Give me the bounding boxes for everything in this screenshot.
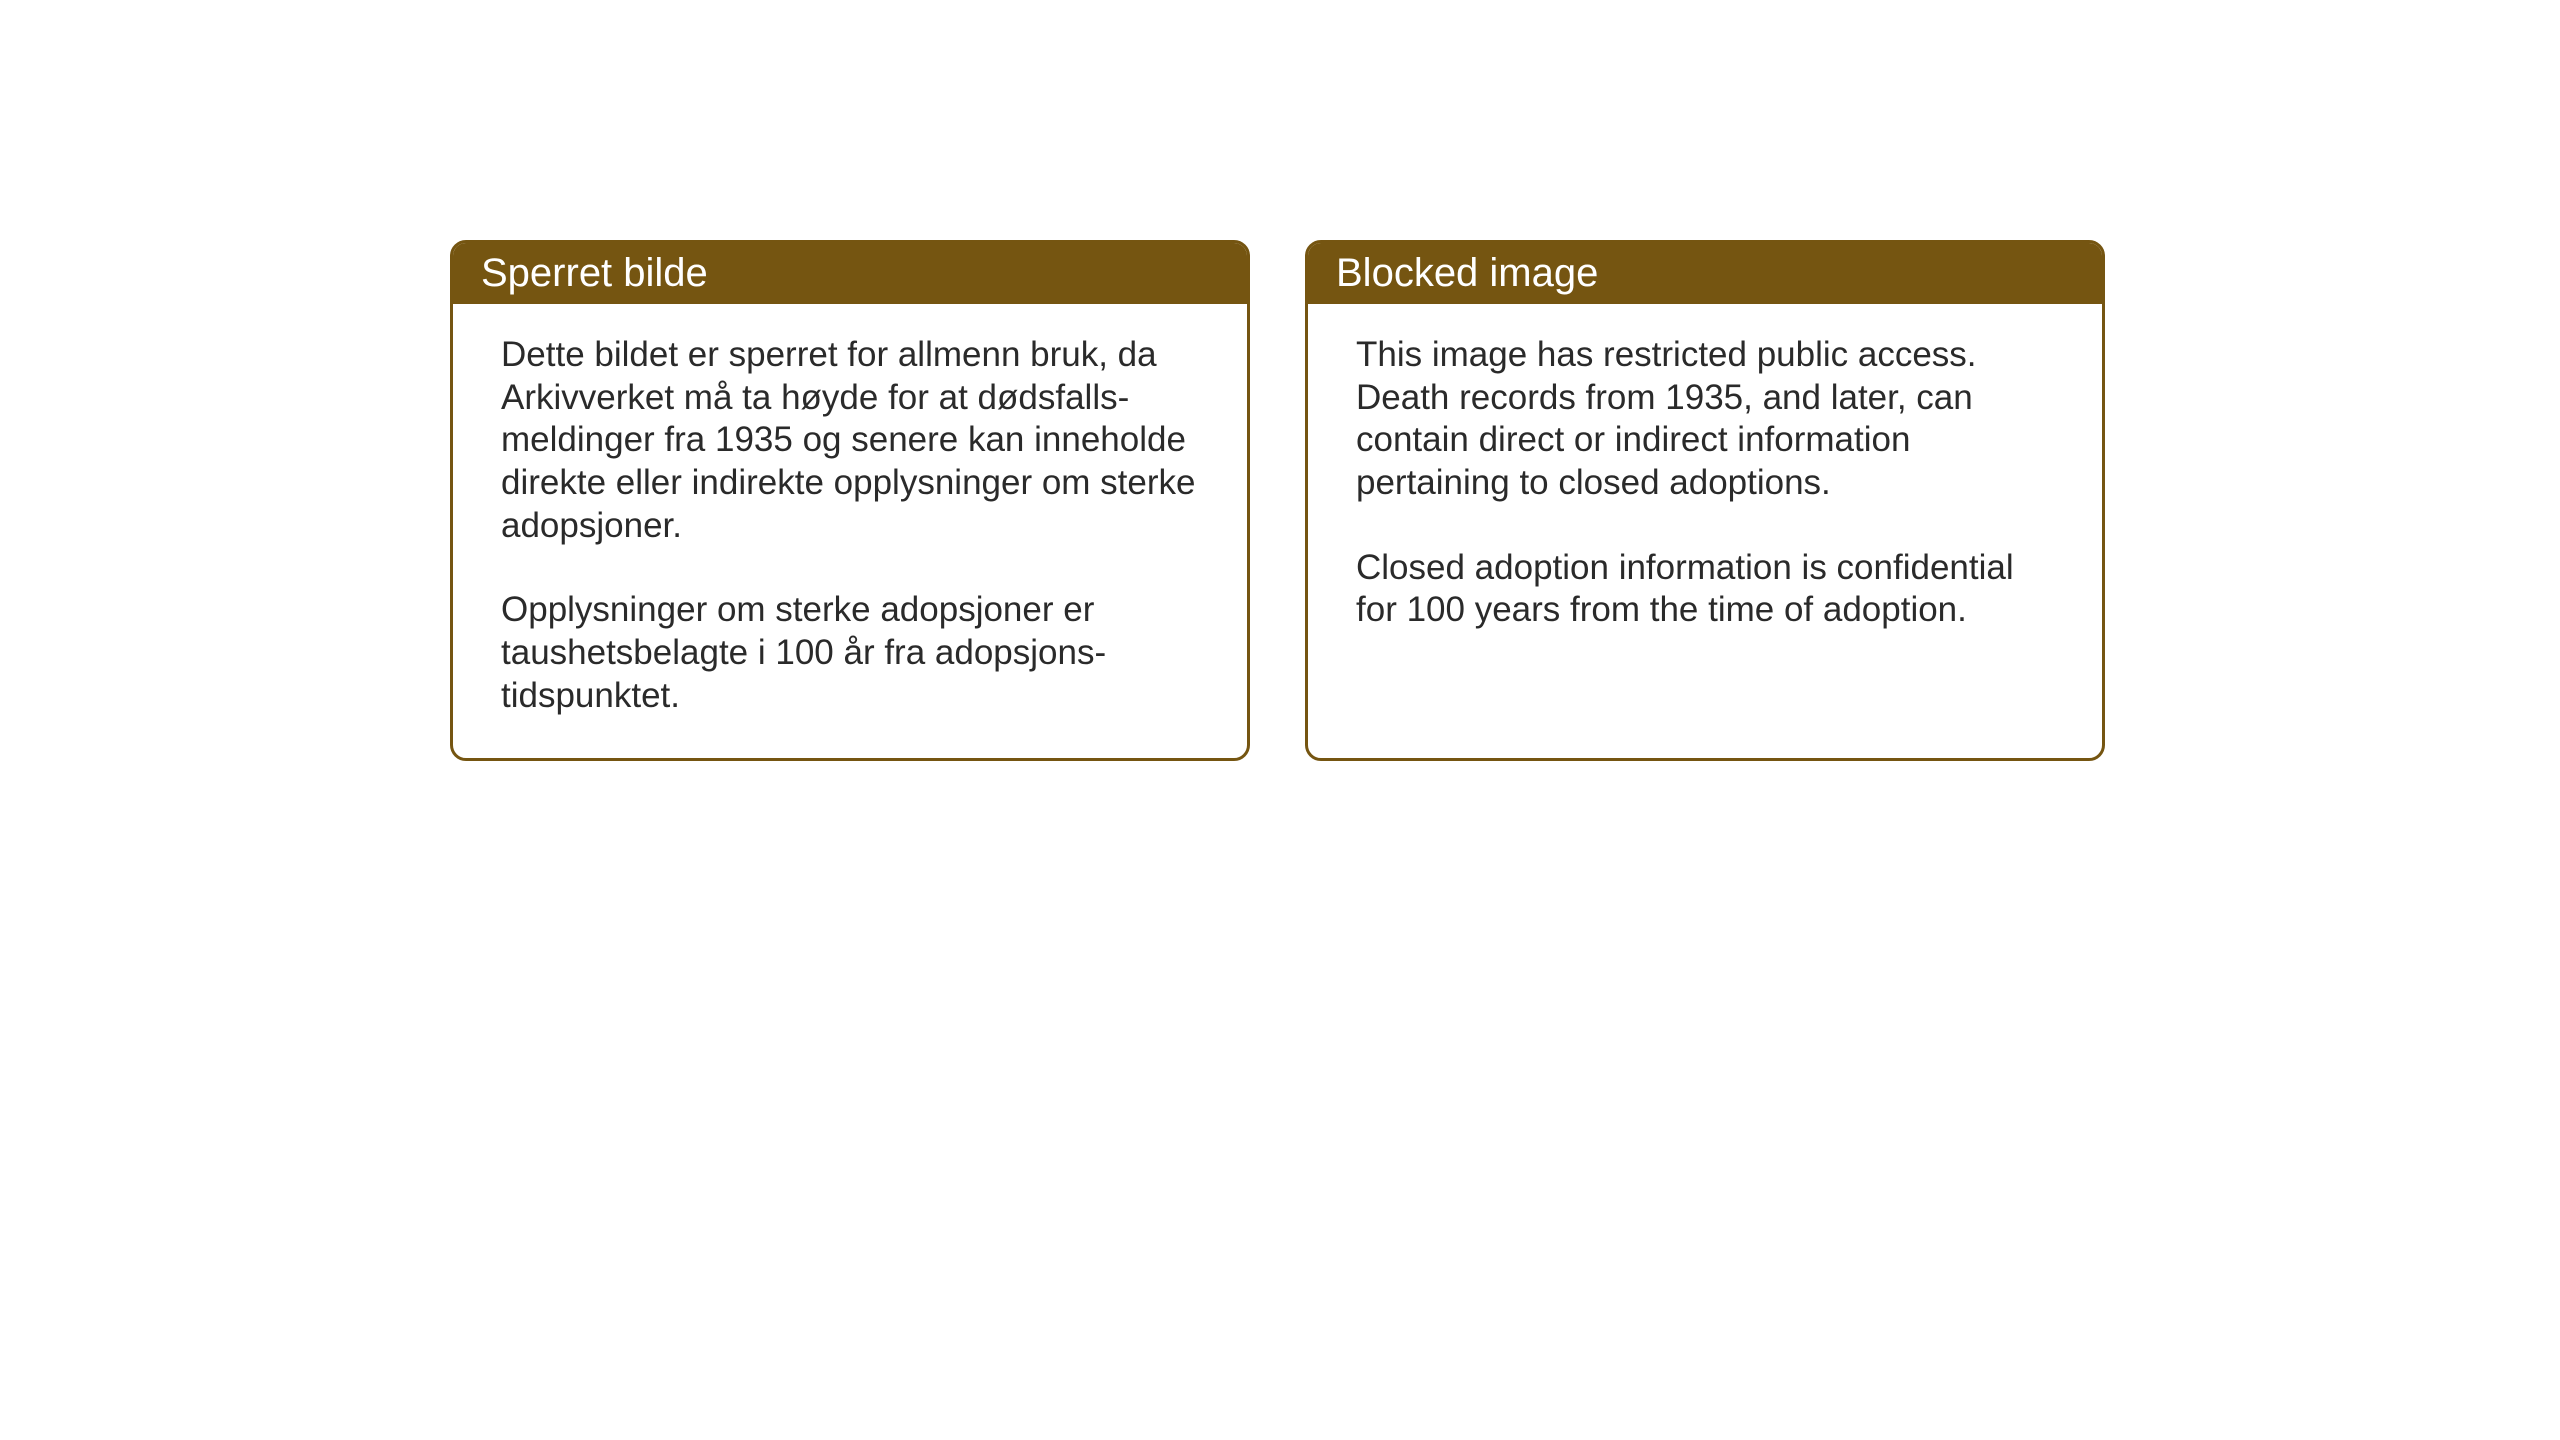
notice-box-norwegian: Sperret bilde Dette bildet er sperret fo… xyxy=(450,240,1250,761)
notice-box-english: Blocked image This image has restricted … xyxy=(1305,240,2105,761)
notice-body-norwegian: Dette bildet er sperret for allmenn bruk… xyxy=(453,304,1247,758)
notice-header-english: Blocked image xyxy=(1308,243,2102,304)
notice-container: Sperret bilde Dette bildet er sperret fo… xyxy=(450,240,2105,761)
notice-header-norwegian: Sperret bilde xyxy=(453,243,1247,304)
notice-paragraph: Opplysninger om sterke adopsjoner er tau… xyxy=(501,589,1199,717)
notice-paragraph: This image has restricted public access.… xyxy=(1356,334,2054,505)
notice-paragraph: Closed adoption information is confident… xyxy=(1356,547,2054,632)
notice-paragraph: Dette bildet er sperret for allmenn bruk… xyxy=(501,334,1199,547)
notice-body-english: This image has restricted public access.… xyxy=(1308,304,2102,744)
